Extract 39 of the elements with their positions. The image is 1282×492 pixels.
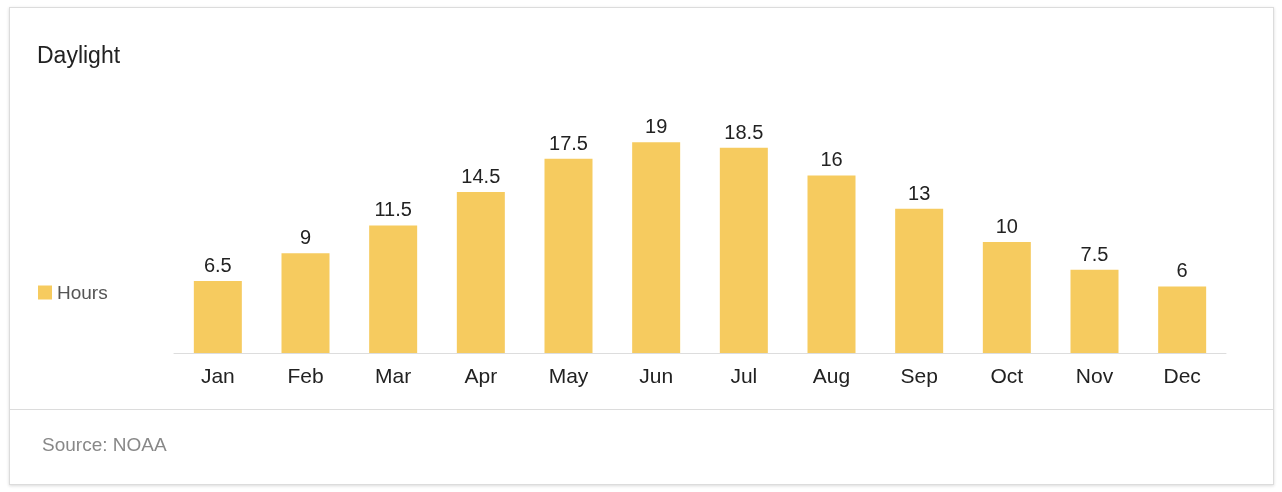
- x-tick-label: Apr: [464, 364, 498, 387]
- bar: [807, 175, 856, 353]
- x-tick-label: Nov: [1075, 364, 1114, 387]
- bar: [544, 158, 593, 353]
- data-label: 14.5: [461, 165, 501, 188]
- bar: [369, 225, 418, 353]
- data-label: 16: [820, 148, 843, 171]
- data-label: 10: [995, 215, 1018, 238]
- x-tick-label: Dec: [1163, 364, 1201, 387]
- x-tick-label: May: [548, 364, 589, 387]
- data-label: 6.5: [203, 253, 232, 276]
- x-tick-label: Jan: [200, 364, 235, 387]
- data-label: 18.5: [724, 120, 764, 143]
- data-label: 17.5: [549, 131, 588, 154]
- data-label: 11.5: [374, 198, 412, 221]
- data-label: 6: [1176, 259, 1188, 282]
- x-tick-label: Oct: [990, 364, 1024, 387]
- bar: [719, 147, 768, 353]
- data-label: 13: [908, 181, 931, 204]
- source-note: Source: NOAA: [42, 434, 167, 455]
- x-tick-label: Mar: [375, 364, 412, 387]
- bar: [281, 253, 330, 353]
- x-tick-label: Jun: [639, 364, 674, 387]
- chart-title: Daylight: [37, 41, 121, 68]
- data-label: 19: [645, 115, 668, 138]
- bar: [1158, 286, 1207, 353]
- data-label: 7.5: [1080, 242, 1109, 265]
- legend-label: Hours: [57, 282, 108, 303]
- x-tick-label: Aug: [812, 364, 851, 387]
- bar: [632, 142, 681, 353]
- bar: [982, 242, 1031, 353]
- x-tick-label: Feb: [287, 364, 324, 387]
- data-label: 9: [299, 226, 312, 249]
- x-tick-label: Sep: [900, 364, 938, 387]
- bar: [895, 208, 944, 353]
- bar: [193, 280, 242, 353]
- x-tick-label: Jul: [730, 364, 758, 387]
- bar: [1070, 269, 1119, 353]
- bar: [456, 192, 505, 353]
